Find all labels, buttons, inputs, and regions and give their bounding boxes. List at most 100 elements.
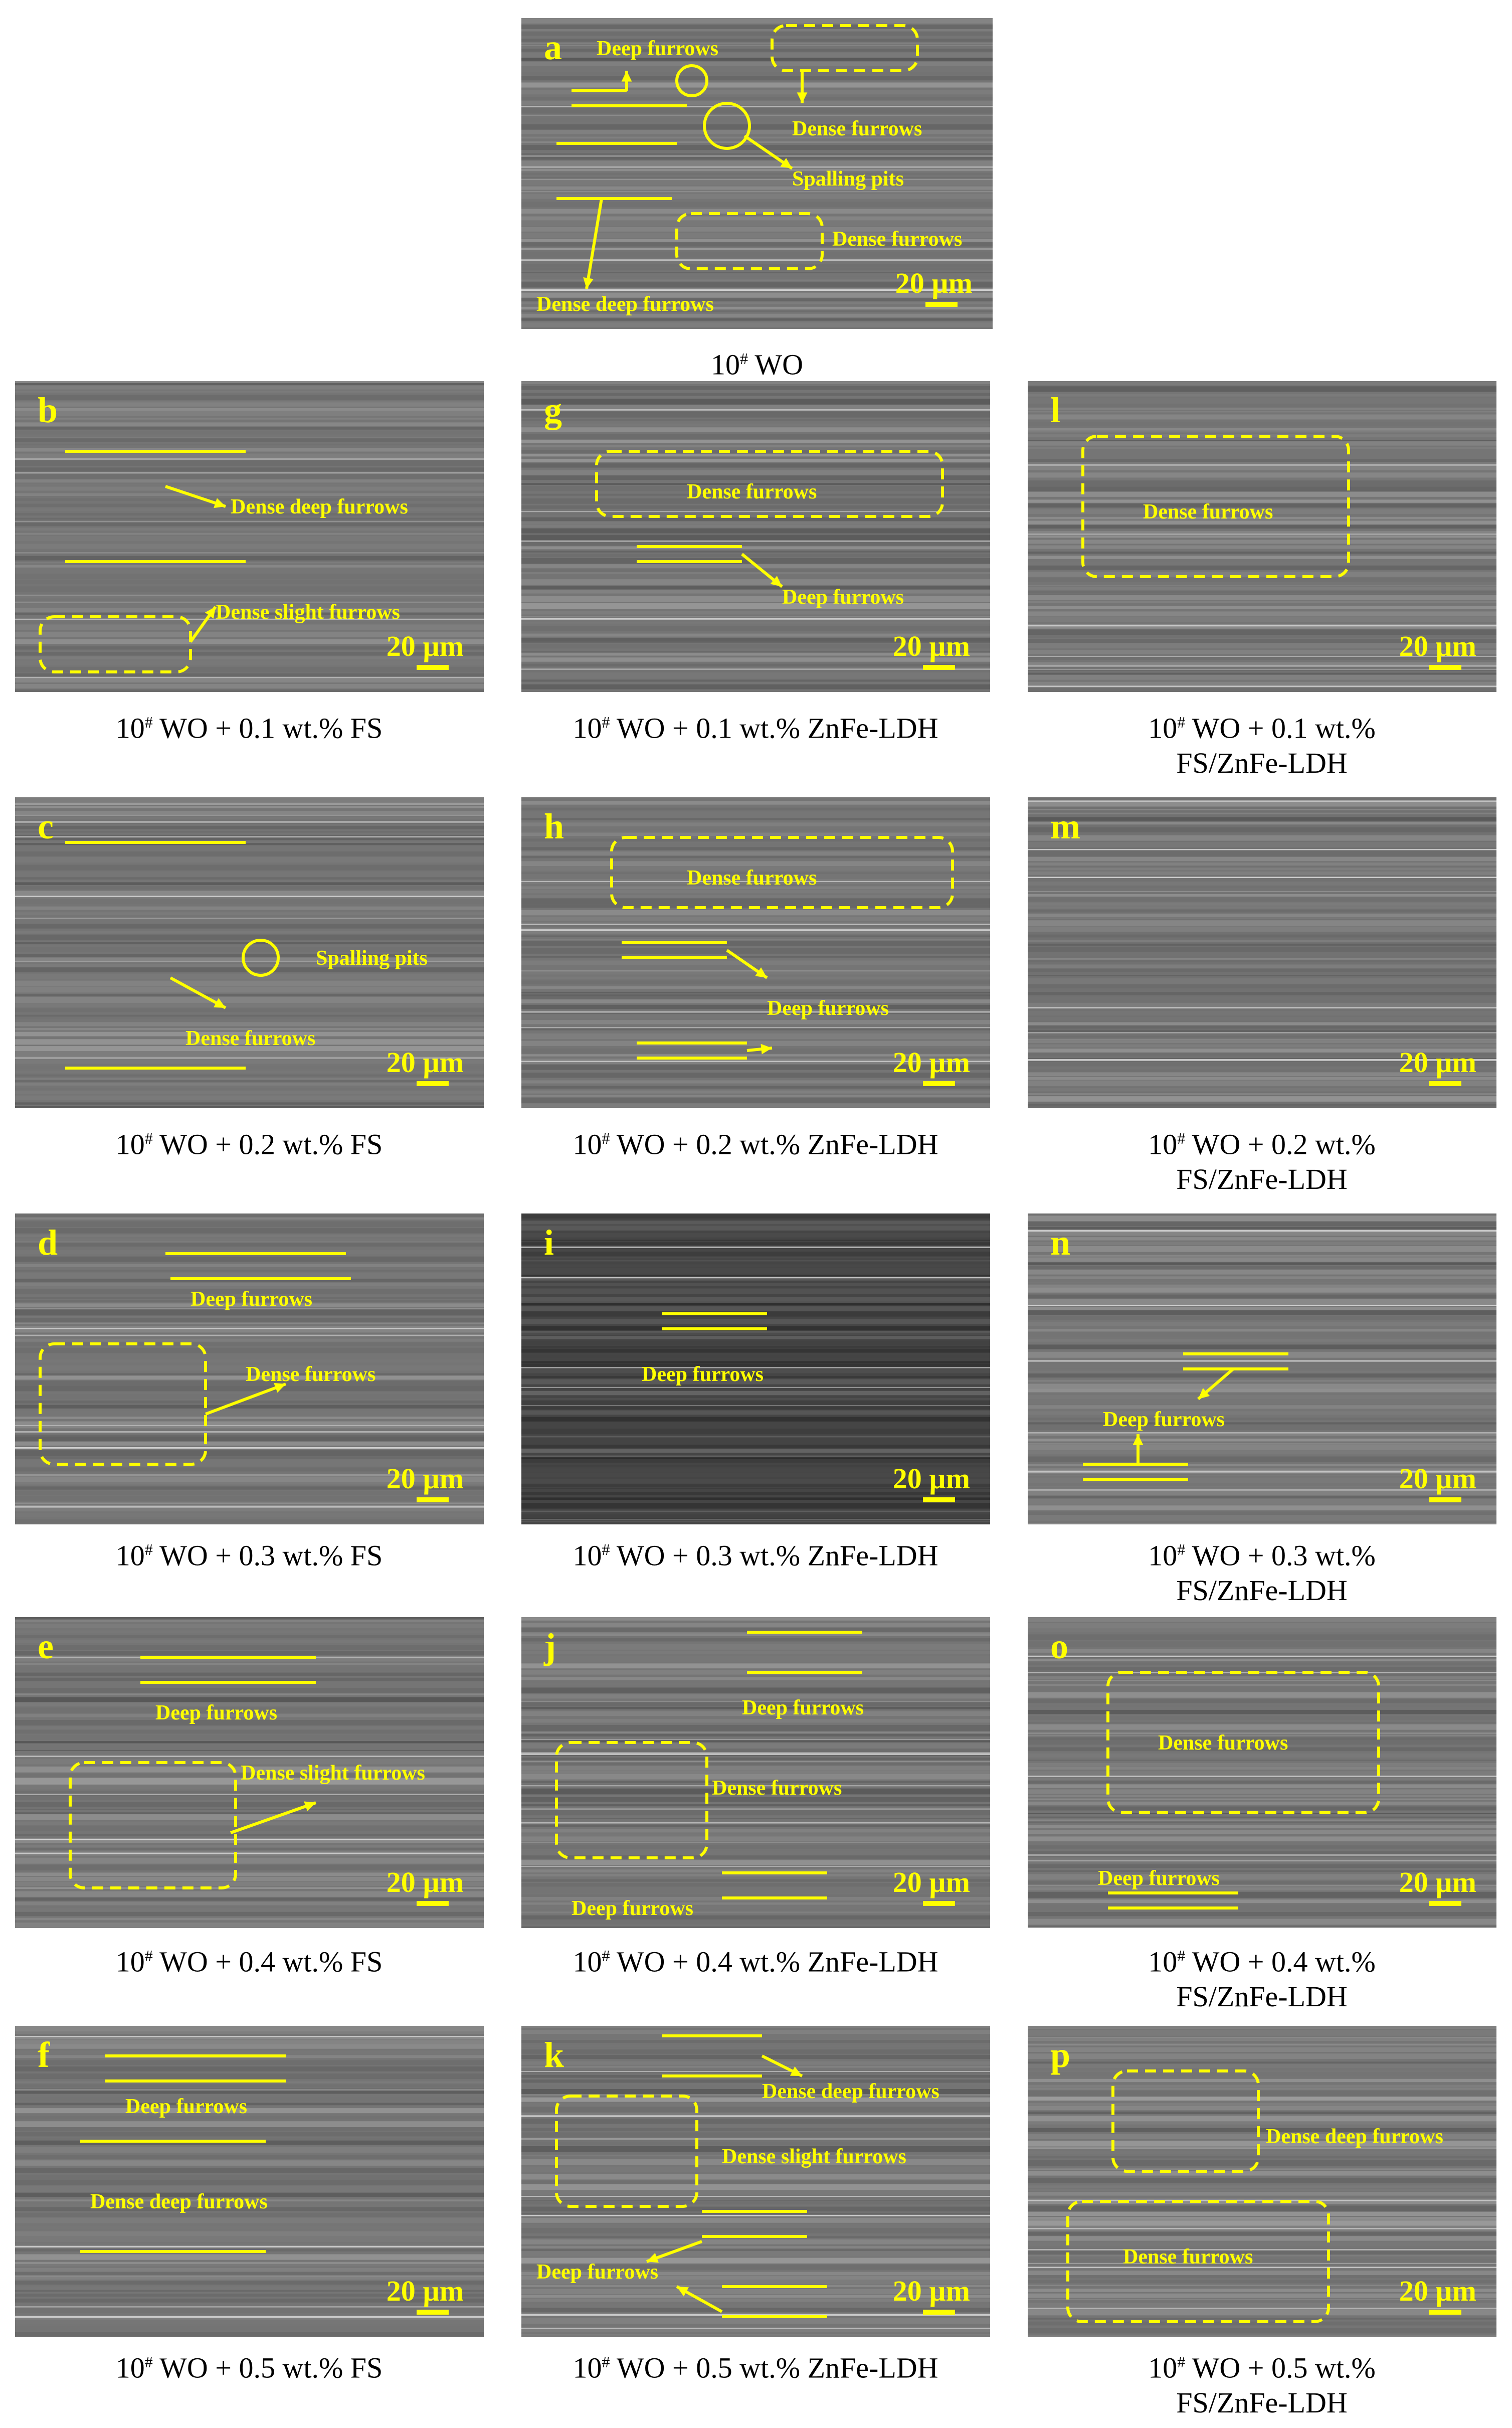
annotation-label: Dense deep furrows [536,293,714,316]
annotation-dashed-box [1081,435,1350,578]
caption-number: 10 [573,712,602,745]
panel-caption-k: 10# WO + 0.5 wt.% ZnFe-LDH [515,2344,996,2385]
panel-letter: i [544,1223,554,1263]
panel-letter: h [544,806,564,846]
annotation-label: Deep furrows [572,1897,694,1920]
scale-bar [417,665,449,670]
sem-panel-a: a Deep furrows Dense furrows Spalling pits D… [521,18,993,329]
caption-superscript: # [602,1947,610,1965]
sem-image-e [15,1617,484,1928]
annotation-label: Deep furrows [597,37,719,60]
sem-image-i [521,1213,990,1524]
panel-caption-m: 10# WO + 0.2 wt.% FS/ZnFe-LDH [1021,1121,1502,1197]
sem-image-f [15,2026,484,2337]
sem-image-c [15,797,484,1108]
arrow-head [583,277,594,289]
sem-panel-j: j Deep furrows Dense furrows Deep furrows 20… [521,1617,990,1928]
arrow-head [1132,1434,1144,1445]
panel-letter: a [544,27,562,67]
caption-number: 10 [573,2351,602,2384]
panel-letter: d [38,1223,58,1263]
scale-bar-label: 20 µm [1399,1462,1476,1495]
arrow-head [214,498,226,508]
sem-panel-c: c Spalling pits Dense furrows 20 µm [15,797,484,1108]
arrow-head [797,92,808,103]
arrow-head [780,158,792,168]
arrow-head [647,2252,659,2263]
annotation-label: Dense slight furrows [722,2145,906,2168]
panel-letter: o [1050,1626,1068,1666]
annotation-label: Dense furrows [687,480,817,503]
scale-bar [923,665,955,670]
annotation-dashed-box [771,24,919,72]
scale-bar [1429,665,1461,670]
caption-number: 10 [1148,1945,1178,1978]
arrow-head [621,71,632,82]
caption-superscript: # [144,2353,153,2371]
scale-bar [1429,1901,1461,1906]
arrow-head [761,1044,772,1055]
panel-caption-a: 10# WO [516,341,998,382]
annotation-arrow [585,198,603,289]
sem-panel-m: m 20 µm [1028,797,1496,1108]
caption-number: 10 [115,1945,145,1978]
caption-superscript: # [602,2353,610,2371]
caption-superscript: # [602,713,610,731]
annotation-label: Deep furrows [742,1696,864,1719]
panel-letter: k [544,2035,564,2075]
panel-letter: g [544,390,562,430]
annotation-dashed-box [69,1761,237,1889]
panel-caption-n: 10# WO + 0.3 wt.% FS/ZnFe-LDH [1021,1532,1502,1608]
annotation-dashed-box [39,615,192,673]
annotation-arrow [205,1382,287,1416]
scale-bar-label: 20 µm [386,1046,464,1079]
scale-bar [925,302,958,307]
caption-superscript: # [144,1540,153,1558]
scale-bar-label: 20 µm [892,1462,970,1495]
panel-letter: b [38,390,58,430]
annotation-label: Deep furrows [1103,1408,1225,1431]
caption-text: WO + 0.1 wt.% FS [152,712,383,745]
caption-text: WO + 0.1 wt.% [1185,712,1376,745]
panel-caption-g: 10# WO + 0.1 wt.% ZnFe-LDH [515,705,996,746]
arrow-head [677,2287,689,2297]
annotation-label: Spalling pits [792,167,904,191]
sem-panel-g: g Dense furrows Deep furrows 20 µm [521,381,990,692]
arrow-head [1198,1388,1210,1399]
scale-bar [923,1497,955,1502]
panel-letter: f [38,2035,50,2075]
sem-image-j [521,1617,990,1928]
caption-text: WO + 0.3 wt.% FS [152,1539,383,1572]
annotation-label: Deep furrows [155,1701,278,1724]
annotation-label: Dense deep furrows [90,2190,268,2213]
caption-text: WO + 0.4 wt.% FS [152,1945,383,1978]
arrow-head [770,576,782,587]
annotation-label: Dense deep furrows [762,2080,939,2103]
scale-bar-label: 20 µm [892,1046,970,1079]
sem-image-p [1028,2026,1496,2337]
caption-superscript: # [739,350,748,368]
annotation-label: Deep furrows [191,1288,313,1311]
caption-number: 10 [573,1945,602,1978]
caption-text: WO + 0.3 wt.% [1185,1539,1376,1572]
caption-superscript: # [144,1129,153,1147]
caption-number: 10 [115,1539,145,1572]
annotation-label: Dense furrows [792,117,922,140]
scale-bar-label: 20 µm [892,1866,970,1898]
caption-text: WO + 0.4 wt.% [1185,1945,1376,1978]
annotation-dashed-box [555,2095,698,2208]
caption-superscript: # [1177,1129,1186,1147]
scale-bar [923,1901,955,1906]
caption-number: 10 [1148,1128,1178,1161]
caption-number: 10 [1148,2351,1178,2384]
caption-superscript: # [1177,2353,1186,2371]
annotation-label: Deep furrows [642,1363,764,1386]
sem-image-g [521,381,990,692]
annotation-label: Dense furrows [1143,500,1273,524]
panel-caption-h: 10# WO + 0.2 wt.% ZnFe-LDH [515,1121,996,1162]
arrow-head [755,967,767,978]
annotation-label: Dense furrows [185,1027,316,1050]
sem-panel-p: p Dense deep furrows Dense furrows 20 µm [1028,2026,1496,2337]
caption-number: 10 [573,1539,602,1572]
annotation-circle [703,102,751,150]
